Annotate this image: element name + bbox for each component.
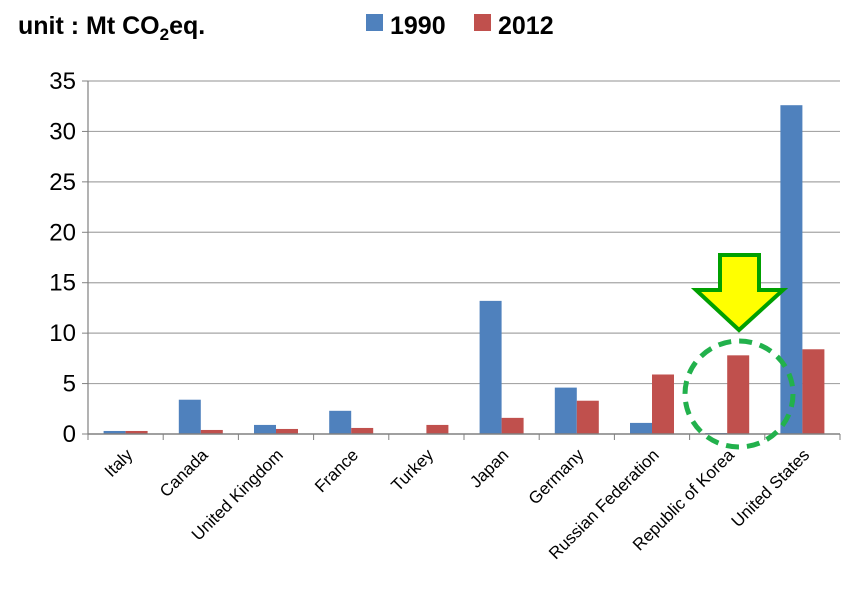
bar-2012-russian-federation	[652, 374, 674, 434]
legend-label-2012: 2012	[498, 12, 554, 40]
gridlines	[88, 80, 840, 385]
bar-2012-canada	[200, 429, 223, 434]
x-tick-label: Japan	[466, 445, 512, 491]
legend: 1990 2012	[366, 12, 554, 40]
bar-2012-germany	[576, 400, 599, 434]
x-tick-label: United States	[728, 445, 814, 531]
x-tick-label: Italy	[101, 445, 137, 481]
y-tick-label: 10	[49, 320, 76, 347]
bars	[103, 105, 825, 434]
bar-1990-japan	[479, 300, 502, 434]
bar-1990-france	[329, 410, 352, 434]
y-tick-label: 0	[63, 421, 76, 448]
bar-1990-united-kingdom	[254, 424, 276, 434]
bar-2012-japan	[501, 417, 524, 434]
unit-label: unit : Mt CO2eq.	[18, 12, 205, 44]
x-tick-label: Canada	[156, 445, 212, 501]
highlight-annotation	[682, 253, 796, 450]
bar-1990-united-states	[780, 105, 803, 434]
bar-1990-italy	[103, 430, 126, 434]
bar-2012-republic-of-korea	[727, 355, 750, 434]
y-axis: 0 5 10 15 20 25 30 35	[49, 68, 89, 448]
unit-label-prefix: unit : Mt CO	[18, 12, 160, 40]
x-tick-label: Turkey	[387, 445, 437, 495]
down-arrow-icon	[690, 253, 789, 333]
unit-label-suffix: eq.	[169, 12, 205, 40]
bar-1990-canada	[178, 399, 201, 434]
bar-1990-germany	[554, 387, 577, 434]
y-tick-label: 15	[49, 270, 76, 297]
bar-2012-united-kingdom	[276, 428, 298, 434]
bar-2012-france	[351, 427, 374, 434]
bar-1990-russian-federation	[630, 422, 652, 434]
x-tick-label: France	[311, 445, 362, 496]
dashed-highlight-circle	[682, 338, 796, 450]
bar-2012-italy	[125, 430, 148, 434]
bar-2012-united-states	[802, 349, 825, 434]
y-tick-label: 35	[49, 68, 76, 95]
legend-swatch-1990	[366, 14, 383, 31]
y-tick-label: 20	[49, 219, 76, 246]
y-tick-label: 25	[49, 169, 76, 196]
legend-swatch-2012	[474, 14, 491, 31]
legend-label-1990: 1990	[390, 12, 446, 40]
x-tick-label: Germany	[525, 445, 588, 508]
bar-2012-turkey	[426, 424, 449, 434]
unit-label-subscript: 2	[160, 25, 169, 44]
y-tick-label: 30	[49, 118, 76, 145]
y-tick-label: 5	[63, 371, 76, 398]
